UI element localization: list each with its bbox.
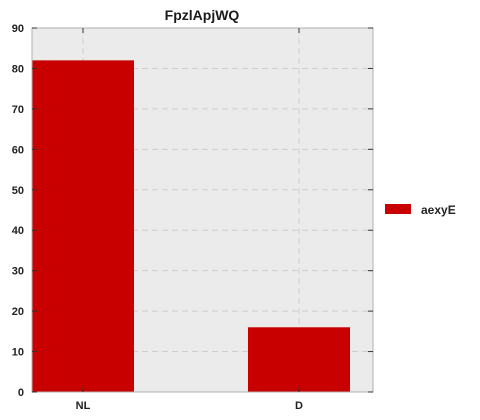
bar-d — [248, 327, 350, 392]
y-tick-label: 30 — [12, 266, 24, 278]
y-tick-label: 40 — [12, 225, 24, 237]
y-tick-label: 10 — [12, 347, 24, 359]
y-tick-label: 60 — [12, 144, 24, 156]
legend: aexyE — [385, 203, 456, 217]
bar-nl — [32, 60, 134, 392]
x-tick-label: NL — [76, 400, 91, 412]
legend-label-aexyE: aexyE — [421, 203, 456, 217]
legend-swatch-aexyE — [385, 204, 411, 214]
y-tick-label: 50 — [12, 185, 24, 197]
chart-title: FpzlApjWQ — [165, 7, 240, 23]
y-tick-label: 90 — [12, 23, 24, 35]
y-tick-label: 70 — [12, 104, 24, 116]
plot-frame — [31, 27, 374, 393]
y-tick-label: 20 — [12, 306, 24, 318]
bars — [32, 60, 350, 392]
y-tick-label: 0 — [18, 387, 24, 399]
x-tick-label: D — [295, 400, 303, 412]
y-tick-label: 80 — [12, 63, 24, 75]
axis-ticks: 0 10 20 30 40 50 60 70 80 90 NL D — [12, 23, 373, 412]
